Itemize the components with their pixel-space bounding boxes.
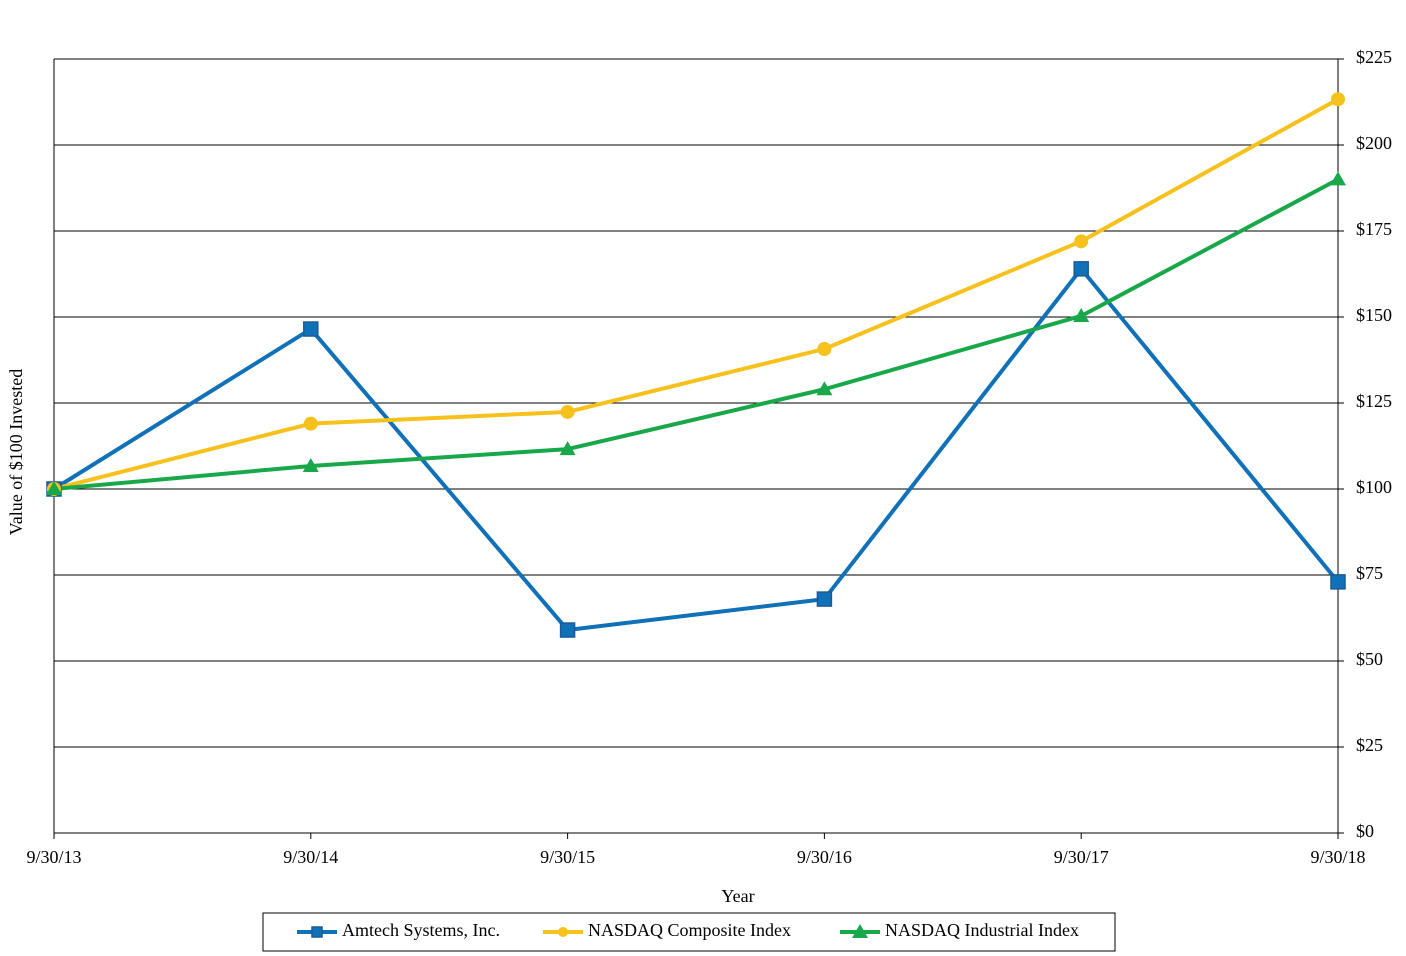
legend-label: NASDAQ Composite Index bbox=[588, 920, 791, 940]
marker bbox=[1073, 307, 1090, 322]
marker bbox=[302, 457, 319, 472]
legend-marker bbox=[558, 927, 568, 937]
x-tick-label: 9/30/13 bbox=[26, 847, 81, 867]
series-line bbox=[53, 97, 1339, 491]
x-tick-label: 9/30/16 bbox=[797, 847, 852, 867]
legend-marker bbox=[311, 926, 323, 938]
x-axis-title: Year bbox=[721, 886, 754, 906]
legend-box bbox=[262, 912, 1116, 952]
y-tick-label: $100 bbox=[1356, 477, 1392, 497]
y-tick-label: $200 bbox=[1356, 133, 1392, 153]
marker bbox=[1330, 574, 1346, 590]
marker bbox=[46, 481, 62, 495]
marker bbox=[303, 416, 318, 431]
legend-marker bbox=[852, 924, 868, 938]
marker bbox=[560, 404, 575, 419]
marker bbox=[1331, 92, 1345, 107]
x-tick-label: 9/30/18 bbox=[1310, 847, 1365, 867]
marker bbox=[1074, 234, 1089, 249]
marker bbox=[816, 381, 833, 396]
y-tick-label: $150 bbox=[1356, 305, 1392, 325]
marker bbox=[1073, 261, 1089, 277]
marker bbox=[817, 341, 832, 356]
series-line bbox=[53, 177, 1339, 491]
series-line bbox=[52, 266, 1340, 633]
marker bbox=[816, 591, 833, 607]
x-tick-label: 9/30/14 bbox=[283, 847, 338, 867]
y-axis-title: Value of $100 Invested bbox=[6, 369, 26, 535]
y-tick-label: $225 bbox=[1356, 47, 1392, 67]
marker bbox=[559, 441, 576, 456]
y-tick-label: $125 bbox=[1356, 391, 1392, 411]
x-tick-label: 9/30/15 bbox=[540, 847, 595, 867]
marker bbox=[303, 321, 319, 337]
y-tick-label: $175 bbox=[1356, 219, 1392, 239]
x-tick-label: 9/30/17 bbox=[1054, 847, 1109, 867]
legend-label: NASDAQ Industrial Index bbox=[885, 920, 1079, 940]
y-tick-label: $25 bbox=[1356, 735, 1383, 755]
marker bbox=[559, 622, 576, 638]
marker bbox=[1330, 171, 1346, 186]
y-tick-label: $75 bbox=[1356, 563, 1383, 583]
legend-label: Amtech Systems, Inc. bbox=[342, 920, 500, 940]
y-tick-label: $0 bbox=[1356, 821, 1374, 841]
y-tick-label: $50 bbox=[1356, 649, 1383, 669]
